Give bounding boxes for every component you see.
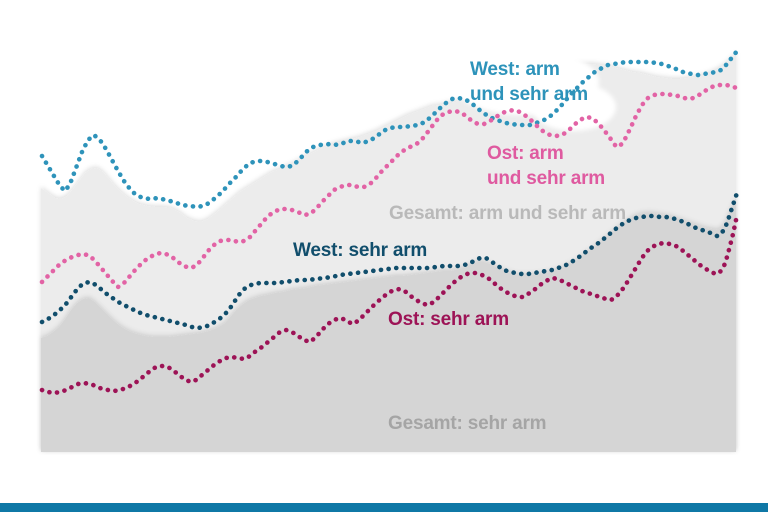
label-west-sehr-arm: West: sehr arm [293, 240, 428, 261]
area-gesamt-sehr-arm [41, 198, 736, 452]
label-gesamt-sehr-arm: Gesamt: sehr arm [388, 413, 547, 434]
footer-bar [0, 503, 768, 512]
label-ost-arm-und-sehr-arm: Ost: arm und sehr arm [487, 143, 605, 189]
line-ost-arm-und-sehr-arm [39, 82, 739, 290]
label-west-arm-und-sehr-arm: West: arm und sehr arm [470, 59, 588, 105]
label-gesamt-arm-und-sehr-arm: Gesamt: arm und sehr arm [389, 203, 627, 224]
line-west-sehr-arm [39, 190, 740, 331]
label-ost-sehr-arm: Ost: sehr arm [388, 309, 509, 330]
line-ost-sehr-arm [39, 217, 739, 396]
line-west-arm-und-sehr-arm [39, 48, 740, 210]
